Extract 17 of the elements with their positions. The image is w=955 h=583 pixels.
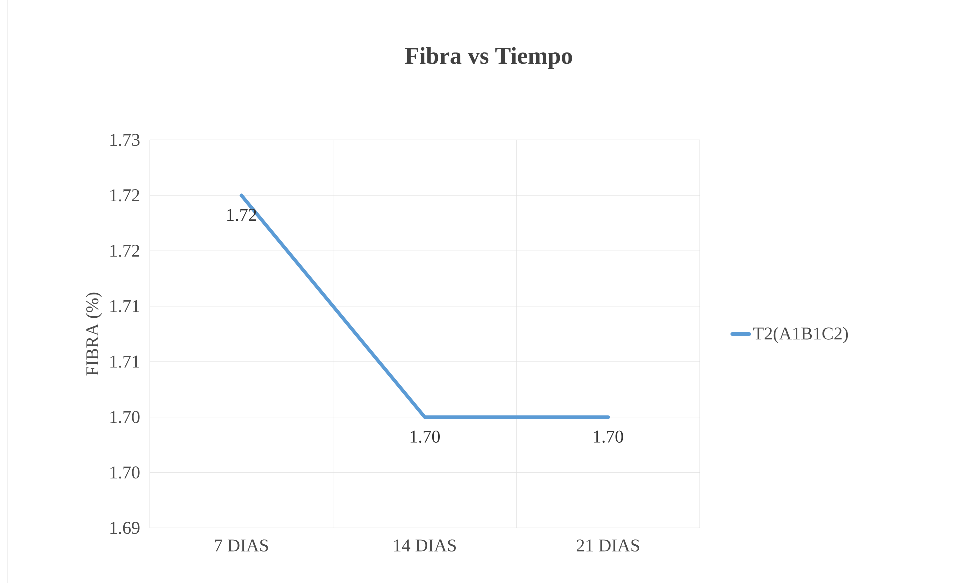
x-tick-label: 7 DIAS — [215, 540, 268, 552]
x-tick-label: 14 DIAS — [394, 540, 456, 552]
chart-title: Fibra vs Tiempo — [405, 47, 572, 69]
y-tick-label: 1.69 — [110, 522, 140, 534]
y-tick-label: 1.72 — [110, 189, 140, 202]
data-label: 1.72 — [228, 208, 256, 222]
y-tick-label: 1.72 — [110, 244, 140, 257]
legend-label: T2(A1B1C2) — [754, 327, 848, 344]
y-axis-title: FIBRA (%) — [86, 292, 102, 376]
y-tick-label: 1.71 — [110, 356, 140, 368]
data-label: 1.70 — [594, 430, 624, 443]
y-tick-label: 1.70 — [110, 466, 140, 479]
x-tick-label: 21 DIAS — [576, 540, 640, 552]
y-tick-label: 1.71 — [110, 300, 140, 312]
data-label: 1.70 — [410, 430, 440, 443]
y-tick-label: 1.70 — [110, 411, 140, 424]
y-tick-label: 1.73 — [110, 134, 140, 146]
